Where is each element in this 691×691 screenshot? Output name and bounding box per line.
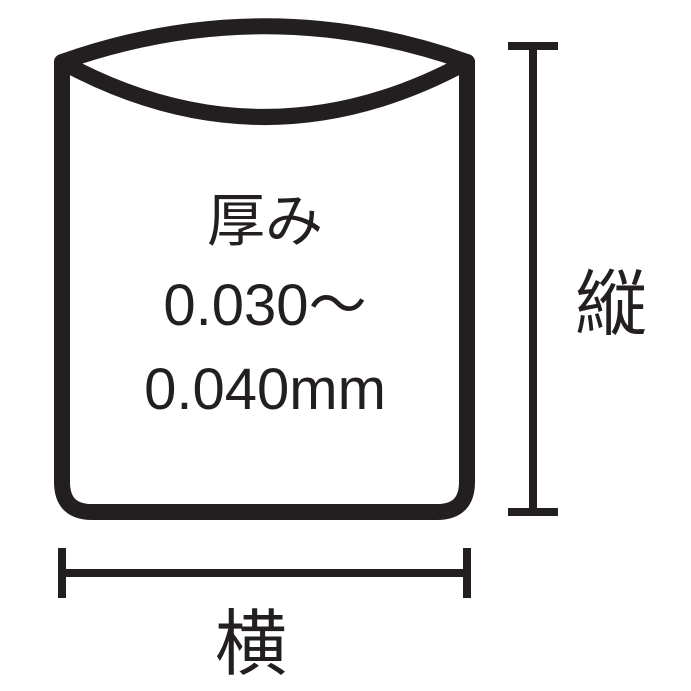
thickness-line1: 厚み	[100, 180, 430, 264]
thickness-label: 厚み 0.030～ 0.040mm	[100, 180, 430, 432]
width-dimension-label: 横	[215, 585, 287, 690]
height-dimension-label: 縦	[575, 245, 647, 350]
thickness-line3: 0.040mm	[100, 348, 430, 432]
thickness-line2: 0.030～	[100, 264, 430, 348]
